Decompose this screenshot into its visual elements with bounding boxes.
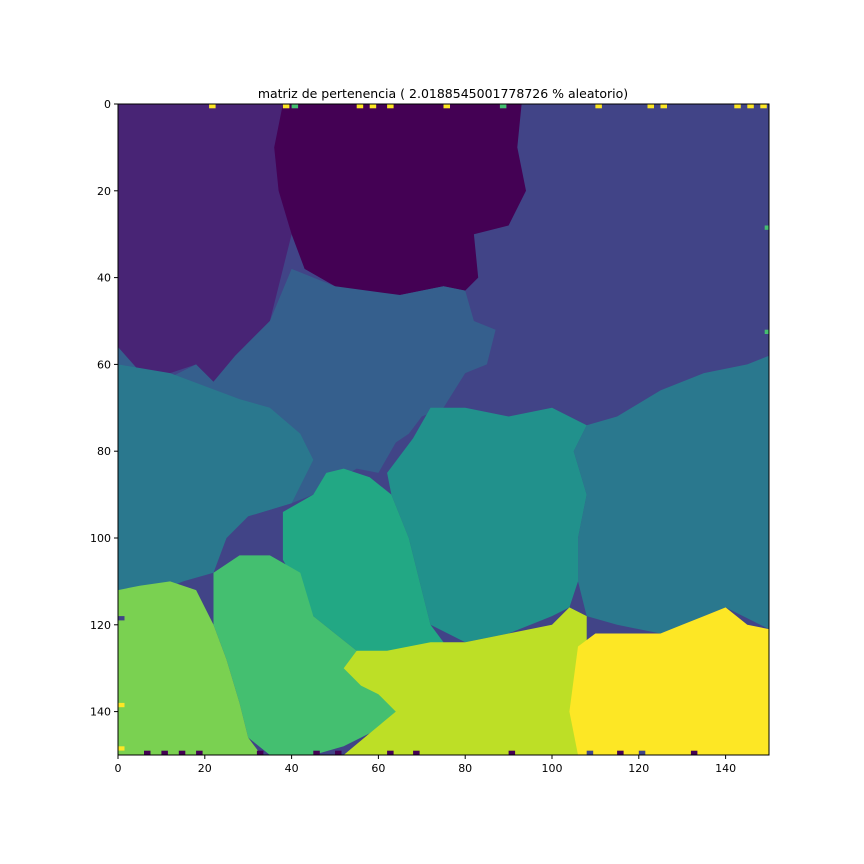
random-cell-c0-3 bbox=[196, 750, 203, 755]
cluster-region-c7-8 bbox=[213, 555, 401, 755]
random-cell-c2-1 bbox=[638, 750, 646, 755]
y-tick-label: 120 bbox=[90, 619, 111, 632]
random-cell-c10-11 bbox=[760, 104, 767, 109]
random-cell-c0-0 bbox=[144, 750, 151, 755]
cluster-region-c4-5 bbox=[573, 355, 769, 634]
plot-frame bbox=[117, 103, 770, 756]
random-cell-c7-0 bbox=[291, 104, 299, 109]
random-cell-c10-6 bbox=[595, 104, 602, 109]
y-tick-label: 20 bbox=[97, 185, 111, 198]
cluster-region-c1-1 bbox=[118, 104, 292, 387]
cluster-region-c9-10 bbox=[343, 607, 587, 755]
y-tick-label: 80 bbox=[97, 445, 111, 458]
random-cell-c0-10 bbox=[617, 750, 624, 755]
x-tick-label: 60 bbox=[371, 762, 385, 775]
random-cell-c0-2 bbox=[178, 750, 186, 755]
random-cell-c0-8 bbox=[413, 750, 420, 755]
cluster-region-c5-6 bbox=[387, 407, 587, 643]
random-cell-c7-2 bbox=[764, 225, 769, 230]
random-cell-c10-9 bbox=[734, 104, 741, 109]
y-tick-label: 140 bbox=[90, 706, 111, 719]
y-tick-label: 60 bbox=[97, 358, 111, 371]
random-cell-c10-12 bbox=[118, 702, 125, 708]
random-cell-c10-7 bbox=[647, 104, 654, 109]
random-cell-c10-2 bbox=[356, 104, 364, 109]
random-cell-c2-2 bbox=[118, 616, 125, 621]
cluster-region-c8-9 bbox=[118, 581, 262, 755]
chart-title: matriz de pertenencia ( 2.01885450017787… bbox=[258, 86, 628, 101]
random-cell-c2-0 bbox=[586, 750, 594, 755]
random-cell-c0-5 bbox=[313, 750, 320, 755]
random-cell-c10-5 bbox=[443, 104, 450, 109]
random-cell-c10-3 bbox=[369, 104, 377, 109]
y-axis: 0 20 40 60 80 100 120 140 bbox=[90, 98, 118, 719]
x-tick-label: 140 bbox=[715, 762, 736, 775]
random-cell-c0-1 bbox=[161, 750, 168, 755]
random-cell-c0-11 bbox=[690, 750, 698, 755]
x-tick-label: 100 bbox=[542, 762, 563, 775]
x-tick-label: 20 bbox=[198, 762, 212, 775]
random-cell-c10-10 bbox=[747, 104, 754, 109]
x-tick-label: 40 bbox=[285, 762, 299, 775]
cluster-region-c4-4 bbox=[118, 364, 314, 591]
random-cell-c10-14 bbox=[764, 694, 769, 699]
cluster-region-c10-11 bbox=[569, 607, 769, 755]
y-tick-label: 100 bbox=[90, 532, 111, 545]
random-cell-c0-6 bbox=[335, 750, 342, 755]
y-tick-label: 0 bbox=[104, 98, 111, 111]
x-tick-label: 0 bbox=[115, 762, 122, 775]
x-axis: 0 20 40 60 80 100 120 140 bbox=[115, 755, 736, 775]
random-cell-c10-1 bbox=[282, 104, 290, 109]
y-tick-label: 40 bbox=[97, 272, 111, 285]
random-cell-c7-3 bbox=[764, 329, 769, 334]
random-cell-c0-7 bbox=[387, 750, 394, 755]
plot-area bbox=[118, 104, 769, 755]
x-tick-label: 80 bbox=[458, 762, 472, 775]
random-cell-c7-1 bbox=[499, 104, 507, 109]
x-tick-label: 120 bbox=[628, 762, 649, 775]
random-cell-c10-8 bbox=[660, 104, 667, 109]
random-cell-c10-13 bbox=[118, 746, 125, 751]
cluster-region-c0-2 bbox=[274, 104, 526, 300]
random-cell-c10-15 bbox=[764, 729, 769, 734]
random-cell-c10-4 bbox=[387, 104, 394, 109]
random-cell-c0-4 bbox=[256, 750, 264, 755]
random-cell-c10-0 bbox=[209, 104, 216, 109]
random-cell-c0-9 bbox=[508, 750, 516, 755]
cluster-region-c6-7 bbox=[282, 468, 444, 660]
